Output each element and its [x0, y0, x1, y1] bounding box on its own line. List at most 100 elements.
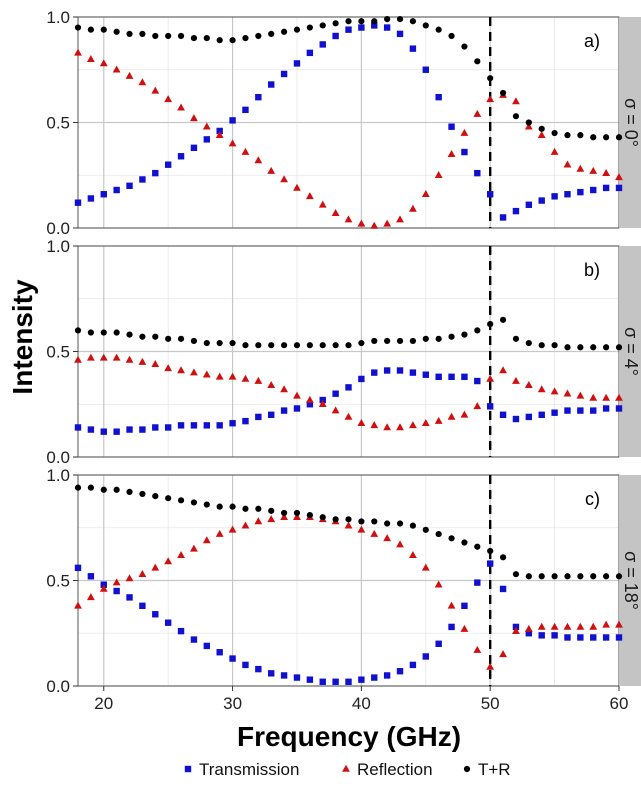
tr-point — [242, 342, 249, 349]
transmission-point — [280, 407, 288, 414]
transmission-point — [448, 373, 455, 381]
reflection-point — [138, 569, 147, 577]
transmission-point — [409, 45, 417, 52]
tr-point — [190, 499, 198, 506]
tr-point — [345, 18, 352, 25]
facet-strip-label: σ = 18° — [621, 551, 641, 610]
reflection-point — [537, 385, 546, 393]
tr-point — [603, 344, 610, 351]
x-tick-label: 60 — [610, 694, 629, 713]
tr-point — [448, 333, 455, 340]
reflection-point — [396, 423, 404, 431]
tr-point — [474, 543, 481, 550]
tr-point — [525, 573, 532, 580]
reflection-point — [434, 580, 443, 588]
transmission-point — [203, 422, 211, 429]
tr-point — [603, 134, 610, 141]
series-transmission — [74, 22, 623, 221]
transmission-point — [551, 409, 558, 416]
transmission-point — [280, 70, 288, 78]
reflection-point — [254, 517, 263, 525]
reflection-point — [177, 103, 185, 111]
transmission-point — [564, 191, 571, 198]
panel-3: σ = 18° c) 0.0 0.5 1.0 — [46, 466, 641, 696]
reflection-point — [602, 393, 611, 401]
transmission-point — [152, 169, 159, 177]
transmission-point — [332, 390, 339, 397]
panel-1: σ = 0° a) 0.0 0.5 1.0 — [46, 8, 641, 238]
transmission-point — [139, 426, 146, 433]
reflection-point — [99, 353, 108, 361]
tr-point — [525, 339, 532, 347]
transmission-point — [435, 373, 442, 381]
transmission-point — [525, 201, 533, 208]
tr-point — [422, 335, 429, 342]
reflection-point — [589, 166, 598, 174]
transmission-point — [358, 375, 365, 383]
transmission-point — [332, 678, 339, 685]
transmission-point — [577, 407, 584, 414]
transmission-point — [87, 573, 95, 580]
transmission-point — [525, 413, 533, 421]
tr-point — [280, 509, 288, 517]
transmission-point — [268, 411, 275, 418]
transmission-point — [448, 623, 455, 631]
reflection-point — [125, 574, 134, 582]
transmission-point — [164, 161, 172, 168]
reflection-point — [409, 421, 417, 429]
legend-reflection-label: Reflection — [357, 760, 433, 779]
transmission-point — [512, 623, 520, 631]
tr-point — [358, 339, 365, 347]
transmission-point — [306, 676, 314, 683]
tr-point — [615, 134, 623, 141]
reflection-point — [589, 393, 598, 401]
tr-point — [512, 571, 520, 578]
transmission-point — [525, 630, 533, 637]
reflection-point — [512, 626, 520, 634]
tr-point — [216, 339, 223, 347]
reflection-point — [164, 557, 173, 565]
transmission-point — [113, 428, 120, 435]
tr-point — [126, 30, 133, 37]
transmission-point — [177, 627, 185, 635]
transmission-point — [216, 422, 223, 429]
reflection-point — [151, 86, 160, 94]
transmission-point — [126, 182, 133, 189]
reflection-point — [396, 215, 404, 223]
facet-strip — [619, 475, 641, 686]
transmission-point — [499, 411, 507, 418]
transmission-point — [255, 665, 262, 673]
reflection-point — [383, 219, 392, 227]
transmission-point — [383, 672, 391, 679]
x-tick-label: 50 — [481, 694, 500, 713]
transmission-point — [345, 678, 352, 685]
tr-point — [126, 331, 133, 338]
tr-point — [203, 501, 210, 508]
tr-point — [216, 37, 223, 44]
reflection-point — [615, 173, 623, 181]
reflection-point — [318, 200, 327, 208]
reflection-point — [473, 109, 482, 117]
transmission-point — [602, 405, 610, 412]
transmission-point — [74, 199, 82, 206]
tr-point — [409, 18, 417, 25]
reflection-point — [563, 160, 572, 168]
transmission-point — [164, 424, 172, 431]
tr-point — [139, 333, 146, 340]
tr-point — [216, 503, 223, 510]
transmission-point — [474, 579, 481, 586]
tr-point — [74, 24, 82, 31]
tr-point — [564, 573, 571, 580]
reflection-point — [151, 563, 160, 571]
transmission-point — [409, 369, 417, 376]
tr-point — [332, 516, 339, 523]
reflection-point — [254, 376, 263, 384]
transmission-point — [602, 184, 610, 192]
tr-point — [577, 132, 584, 139]
tr-point — [255, 342, 262, 349]
transmission-point — [229, 655, 236, 662]
tr-point — [100, 26, 107, 33]
legend-tr-marker — [463, 765, 471, 773]
transmission-point — [615, 634, 623, 641]
tr-point — [113, 28, 120, 35]
